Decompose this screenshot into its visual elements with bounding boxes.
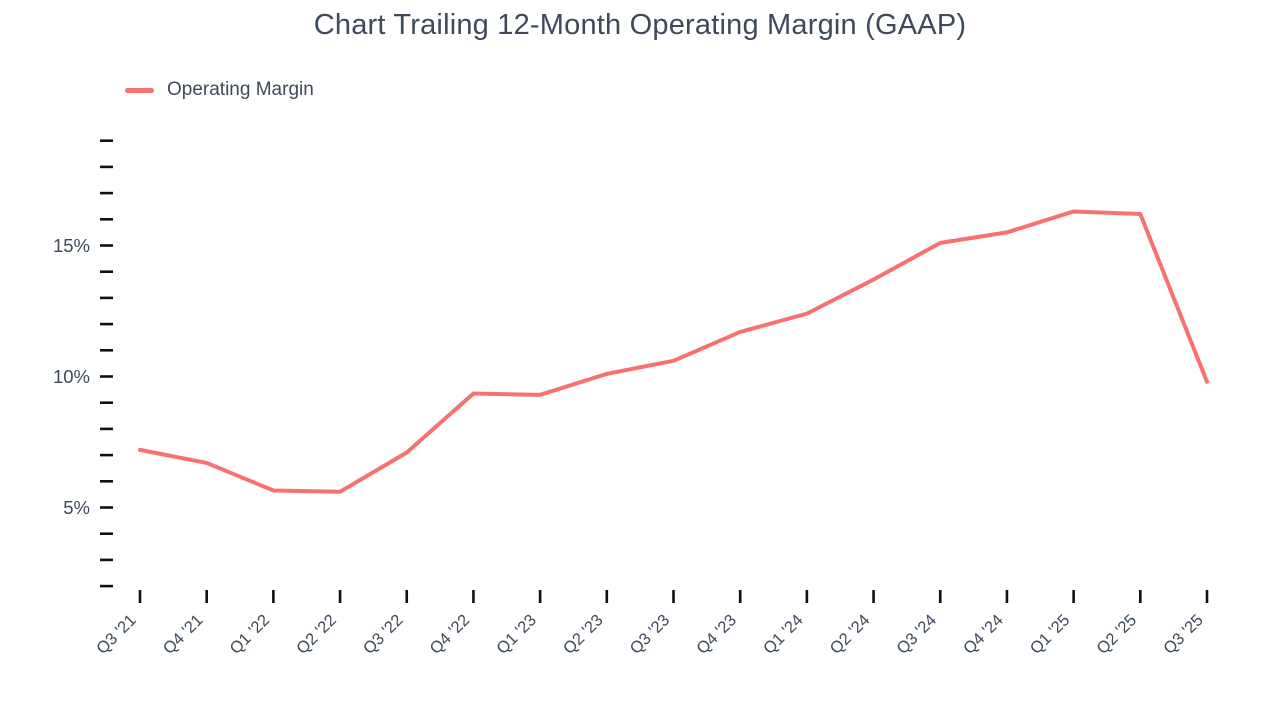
- x-axis-label: Q4 '22: [427, 611, 474, 658]
- x-axis-label: Q3 '21: [93, 611, 140, 658]
- series-line-operating-margin: [138, 209, 1209, 494]
- legend-line-swatch: [125, 87, 154, 93]
- x-axis-label: Q3 '22: [360, 611, 407, 658]
- x-axis-label: Q1 '25: [1027, 611, 1074, 658]
- x-axis-label: Q3 '25: [1160, 611, 1207, 658]
- x-axis-label: Q2 '22: [293, 611, 340, 658]
- x-axis-label: Q1 '24: [760, 611, 807, 658]
- y-axis-label: 10%: [53, 366, 90, 387]
- x-axis-label: Q4 '21: [160, 611, 207, 658]
- x-axis-label: Q4 '23: [693, 611, 740, 658]
- x-axis-label: Q2 '25: [1093, 611, 1140, 658]
- x-axis-label: Q1 '22: [226, 611, 273, 658]
- legend-item-operating-margin[interactable]: Operating Margin: [125, 79, 314, 101]
- x-axis-label: Q4 '24: [960, 611, 1007, 658]
- x-axis-label: Q2 '23: [560, 611, 607, 658]
- x-axis-label: Q3 '24: [893, 611, 940, 658]
- chart-title: Chart Trailing 12-Month Operating Margin…: [313, 9, 967, 41]
- x-axis-label: Q1 '23: [493, 611, 540, 658]
- y-axis-label: 15%: [53, 235, 90, 256]
- legend-label: Operating Margin: [167, 79, 314, 100]
- x-axis-label: Q3 '23: [627, 611, 674, 658]
- x-axis-label: Q2 '24: [827, 611, 874, 658]
- y-axis-label: 5%: [63, 497, 90, 518]
